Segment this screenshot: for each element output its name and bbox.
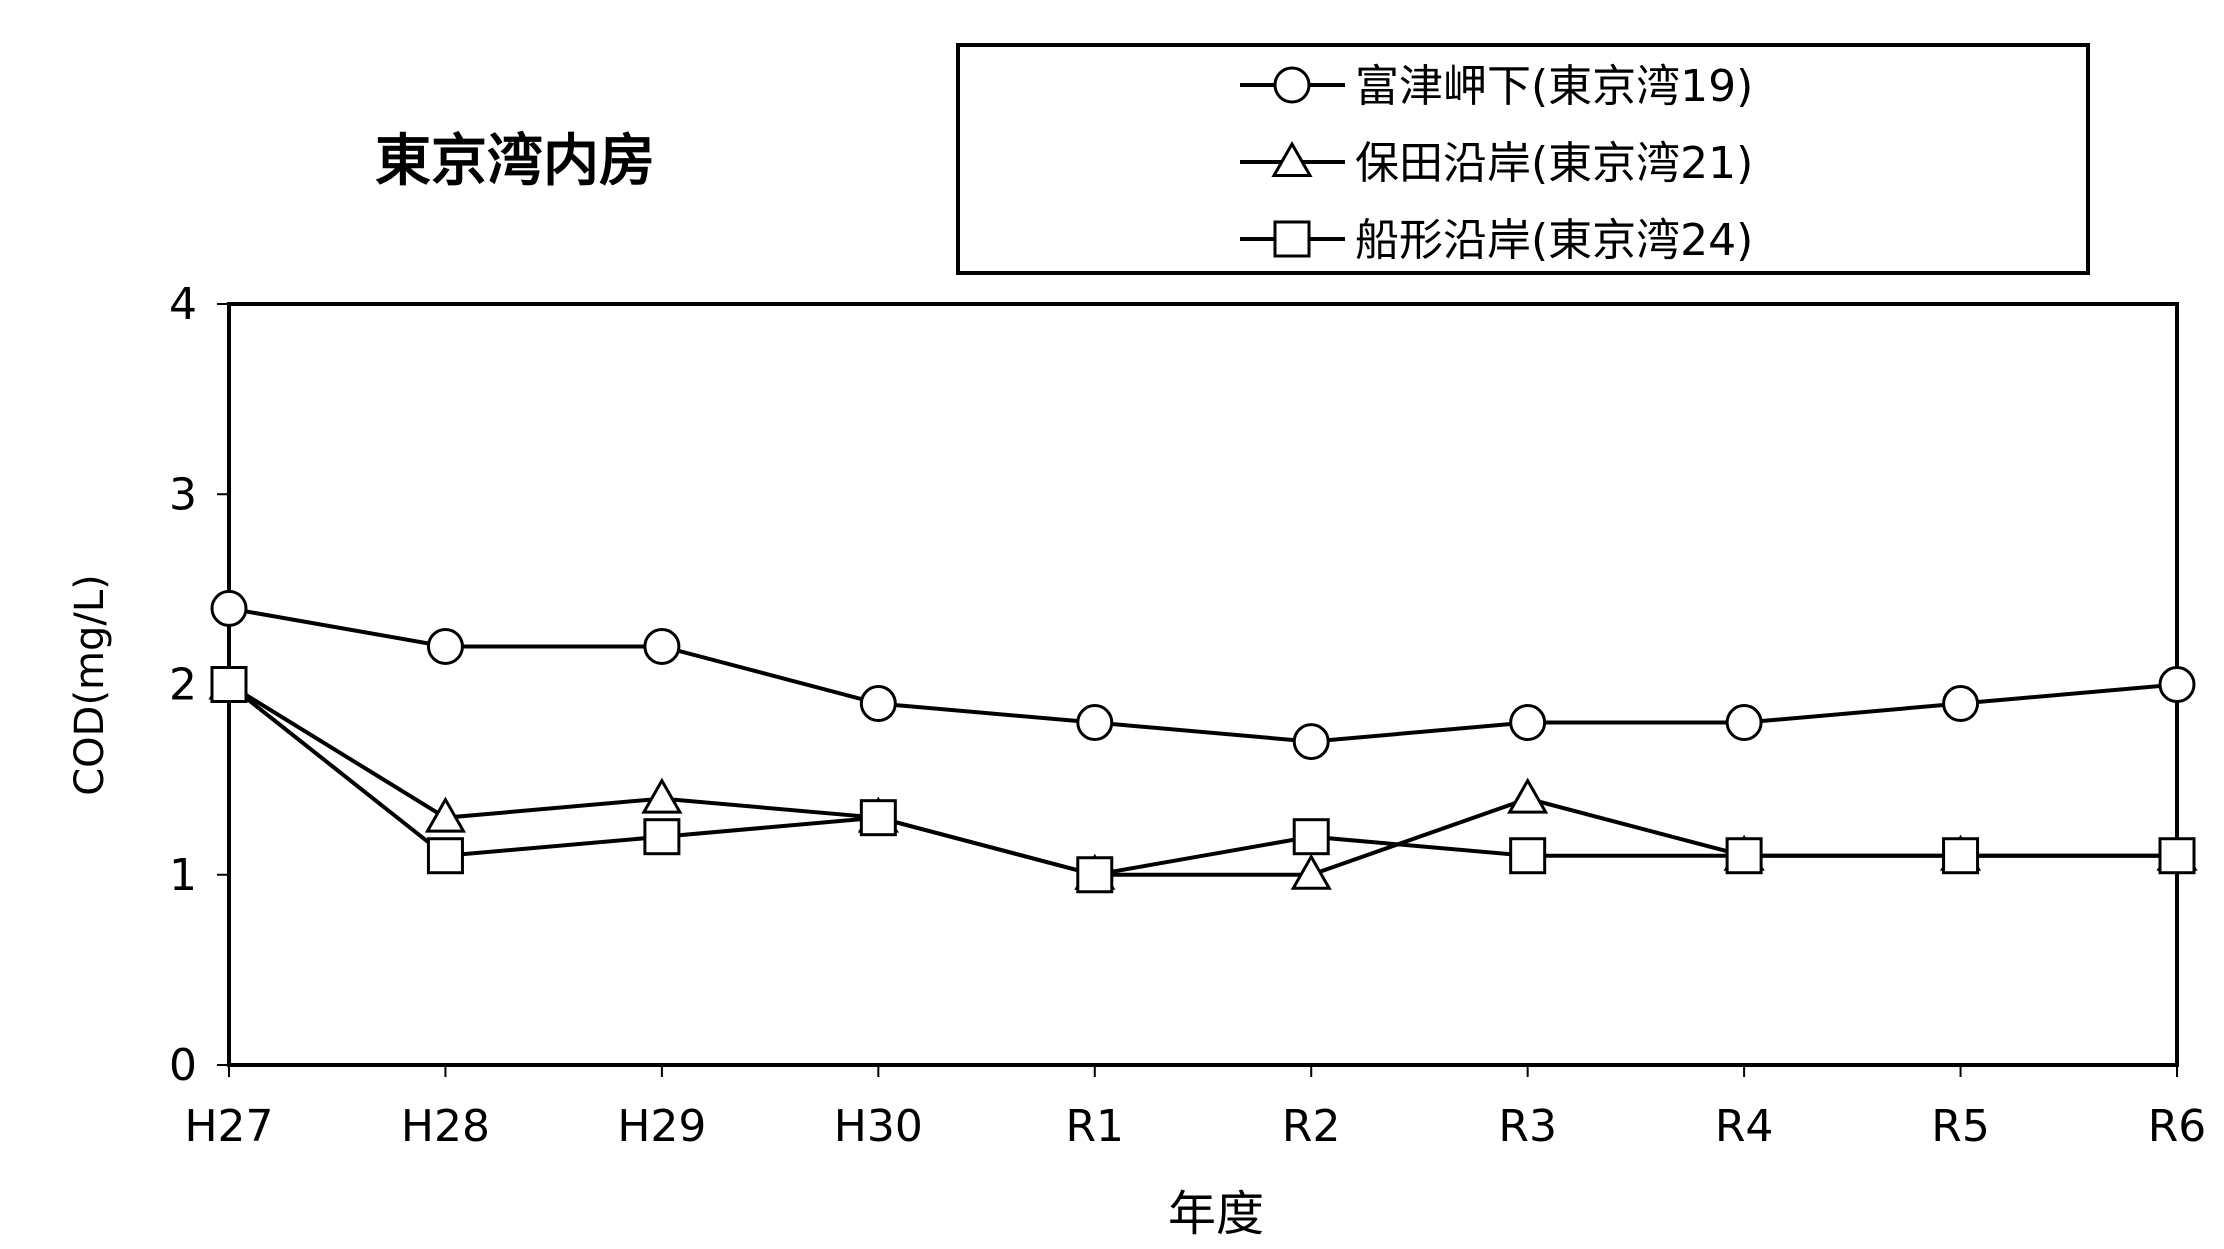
data-point-circle xyxy=(859,685,897,723)
data-point-triangle xyxy=(424,796,467,833)
data-point-square xyxy=(2158,837,2196,875)
series-layer xyxy=(208,589,2198,894)
data-point-square xyxy=(643,818,681,856)
legend-marker-circle xyxy=(1273,66,1311,104)
y-tick-label: 3 xyxy=(169,469,197,520)
data-point-circle xyxy=(643,627,681,665)
x-axis: H27 H28 H29 H30 R1 R2 R3 R4 R5 R6 xyxy=(184,1065,2206,1152)
x-tick-label: H30 xyxy=(834,1101,923,1152)
data-point-circle xyxy=(1509,704,1547,742)
data-point-triangle xyxy=(641,777,683,814)
data-point-square xyxy=(1292,818,1330,856)
data-point-square xyxy=(859,799,897,837)
data-point-square xyxy=(426,837,464,875)
y-tick-label: 1 xyxy=(169,850,197,901)
series-1 xyxy=(210,589,2196,761)
data-point-square xyxy=(1942,837,1980,875)
x-tick-label: R6 xyxy=(2148,1101,2207,1152)
x-tick-label: R4 xyxy=(1715,1101,1774,1152)
chart-title: 東京湾内房 xyxy=(375,129,655,194)
legend-item: 保田沿岸(東京湾21) xyxy=(1240,138,1753,189)
x-axis-label: 年度 xyxy=(1168,1186,1264,1242)
legend-marker-triangle xyxy=(1271,140,1313,177)
plot-area xyxy=(227,302,2179,1067)
legend-label: 富津岬下(東京湾19) xyxy=(1355,61,1753,112)
y-axis-label: COD(mg/L) xyxy=(67,574,113,796)
data-point-square xyxy=(210,666,248,703)
data-point-circle xyxy=(1076,704,1114,742)
data-point-square xyxy=(1725,837,1763,875)
legend-marker-square xyxy=(1273,220,1311,258)
y-tick-label: 2 xyxy=(169,660,197,711)
x-tick-label: H28 xyxy=(401,1101,490,1152)
data-point-triangle xyxy=(1290,853,1332,890)
y-tick-label: 4 xyxy=(169,279,197,330)
x-tick-label: R5 xyxy=(1931,1101,1990,1152)
y-axis: 0 1 2 3 4 xyxy=(169,279,229,1091)
legend-box xyxy=(956,43,2090,275)
data-point-circle xyxy=(210,589,248,627)
data-point-circle xyxy=(1725,704,1763,742)
legend-label: 船形沿岸(東京湾24) xyxy=(1355,215,1753,266)
series-line xyxy=(227,682,2177,877)
legend-label: 保田沿岸(東京湾21) xyxy=(1355,138,1753,189)
data-point-circle xyxy=(426,627,464,665)
legend-item: 富津岬下(東京湾19) xyxy=(1240,61,1753,112)
data-point-square xyxy=(1509,837,1547,875)
data-point-square xyxy=(1076,856,1114,894)
x-tick-label: H29 xyxy=(617,1101,706,1152)
y-tick-label: 0 xyxy=(169,1040,197,1091)
legend-item: 船形沿岸(東京湾24) xyxy=(1240,215,1753,266)
series-3 xyxy=(210,666,2196,894)
data-point-triangle xyxy=(1507,777,1549,814)
x-tick-label: R2 xyxy=(1282,1101,1341,1152)
x-tick-label: R1 xyxy=(1065,1101,1124,1152)
x-tick-label: H27 xyxy=(184,1101,273,1152)
series-line xyxy=(228,606,2178,744)
data-point-circle xyxy=(1942,685,1980,723)
data-point-circle xyxy=(2158,666,2196,703)
data-point-circle xyxy=(1292,723,1330,761)
legend: 富津岬下(東京湾19) 保田沿岸(東京湾21) 船形沿岸(東京湾24) xyxy=(1240,61,1753,266)
x-tick-label: R3 xyxy=(1498,1101,1557,1152)
